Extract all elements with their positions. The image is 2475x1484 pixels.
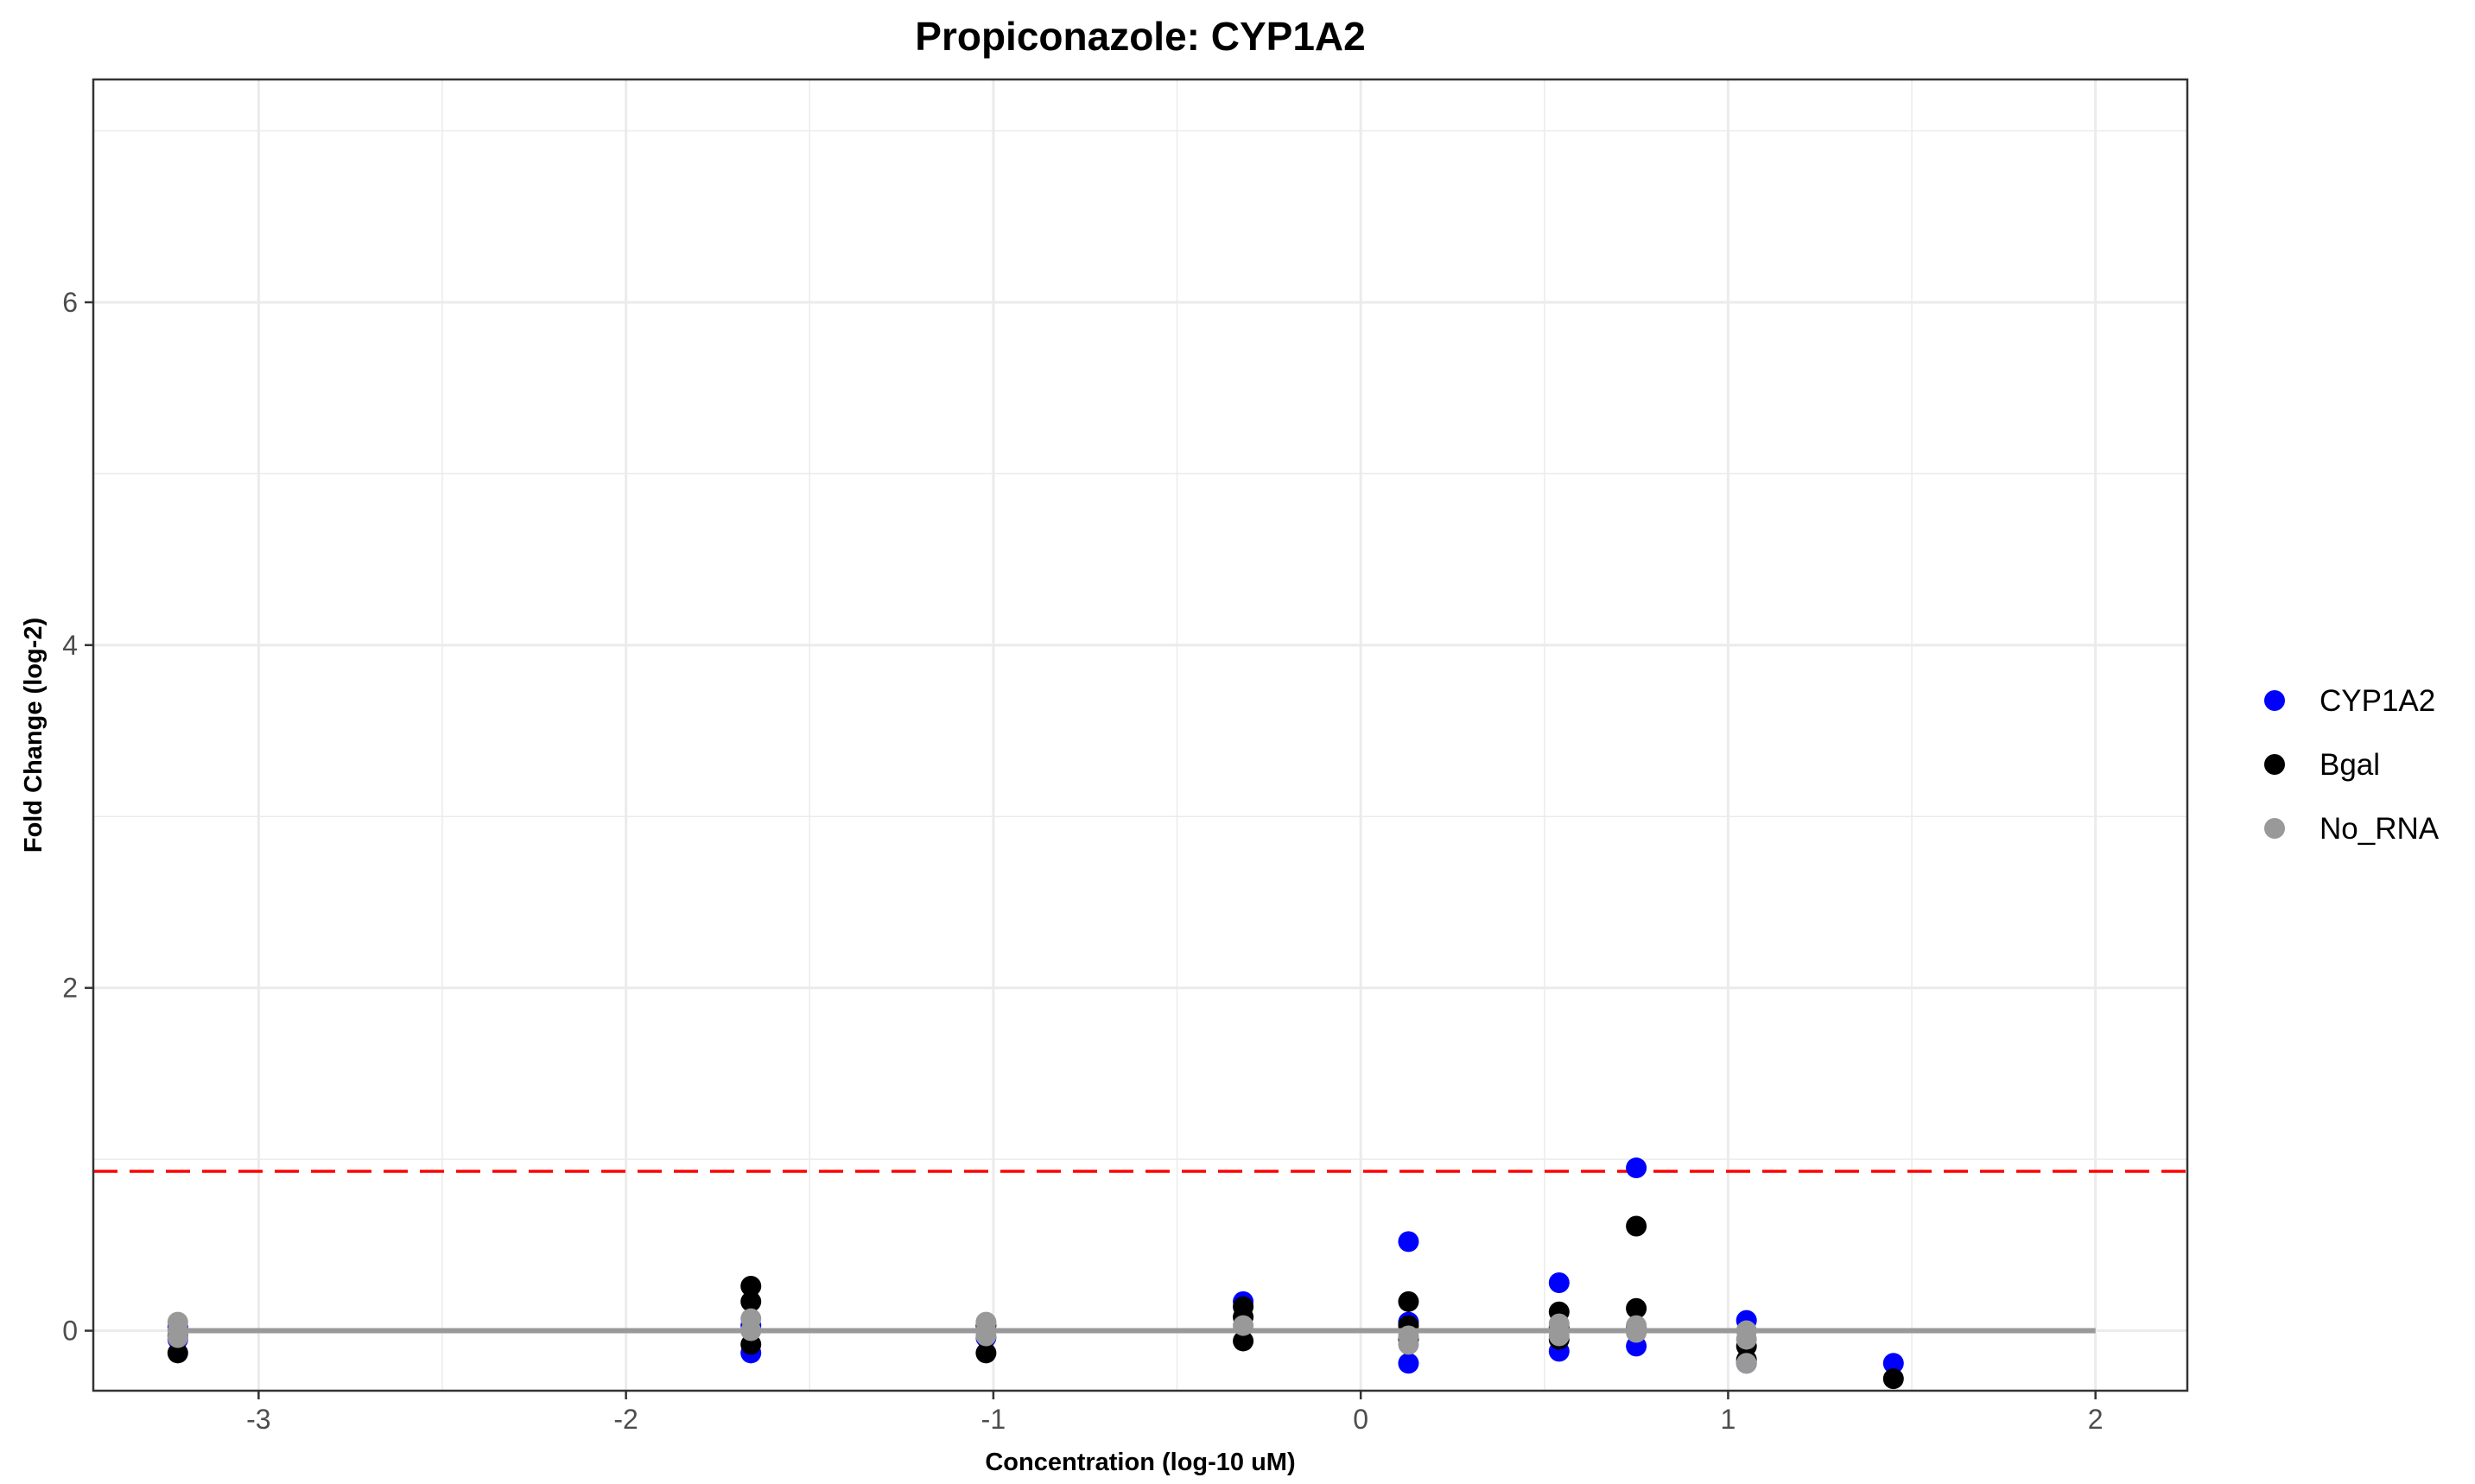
grid <box>93 79 2187 1391</box>
legend-item-cyp1a2: CYP1A2 <box>2264 684 2435 718</box>
point-bgal <box>1626 1215 1647 1237</box>
x-tick-label: 0 <box>1353 1404 1368 1435</box>
x-tick-label: -3 <box>246 1404 270 1435</box>
point-cyp1a2 <box>1882 1353 1904 1374</box>
y-tick-label: 2 <box>62 973 78 1004</box>
point-bgal <box>1626 1297 1647 1319</box>
legend-label-cyp1a2: CYP1A2 <box>2320 684 2435 718</box>
y-axis: 0 2 4 6 <box>62 287 93 1347</box>
point-no-rna <box>1736 1353 1757 1374</box>
point-bgal <box>167 1342 188 1364</box>
legend: CYP1A2 Bgal No_RNA <box>2264 684 2440 846</box>
point-bgal <box>1233 1330 1254 1352</box>
point-cyp1a2 <box>1398 1353 1419 1374</box>
chart-title: Propiconazole: CYP1A2 <box>915 14 1365 59</box>
legend-key-bgal <box>2264 754 2285 775</box>
x-tick-label: 2 <box>2088 1404 2104 1435</box>
x-axis: -3 -2 -1 0 1 2 <box>246 1391 2104 1435</box>
legend-item-no-rna: No_RNA <box>2264 812 2440 846</box>
point-cyp1a2 <box>1548 1272 1570 1293</box>
y-axis-label: Fold Change (log-2) <box>20 618 48 853</box>
point-cyp1a2 <box>1398 1231 1419 1253</box>
point-bgal <box>740 1275 762 1297</box>
x-tick-label: -2 <box>613 1404 638 1435</box>
legend-item-bgal: Bgal <box>2264 748 2380 782</box>
y-tick-label: 6 <box>62 287 78 318</box>
legend-label-no-rna: No_RNA <box>2320 812 2440 846</box>
x-tick-label: 1 <box>1721 1404 1736 1435</box>
legend-key-no-rna <box>2264 818 2285 839</box>
point-no-rna <box>1398 1334 1419 1355</box>
x-axis-label: Concentration (log-10 uM) <box>985 1449 1295 1476</box>
point-bgal <box>1882 1368 1904 1390</box>
point-bgal <box>740 1291 762 1312</box>
plot-panel-border <box>92 78 2189 1392</box>
data-points <box>167 1157 1904 1390</box>
point-no-rna <box>1736 1329 1757 1350</box>
x-tick-label: -1 <box>981 1404 1006 1435</box>
point-bgal <box>1398 1291 1419 1312</box>
y-tick-label: 4 <box>62 630 78 661</box>
point-cyp1a2 <box>1626 1157 1647 1179</box>
point-bgal <box>975 1342 997 1364</box>
y-tick-label: 0 <box>62 1316 78 1347</box>
legend-label-bgal: Bgal <box>2320 748 2380 782</box>
legend-key-cyp1a2 <box>2264 690 2285 711</box>
